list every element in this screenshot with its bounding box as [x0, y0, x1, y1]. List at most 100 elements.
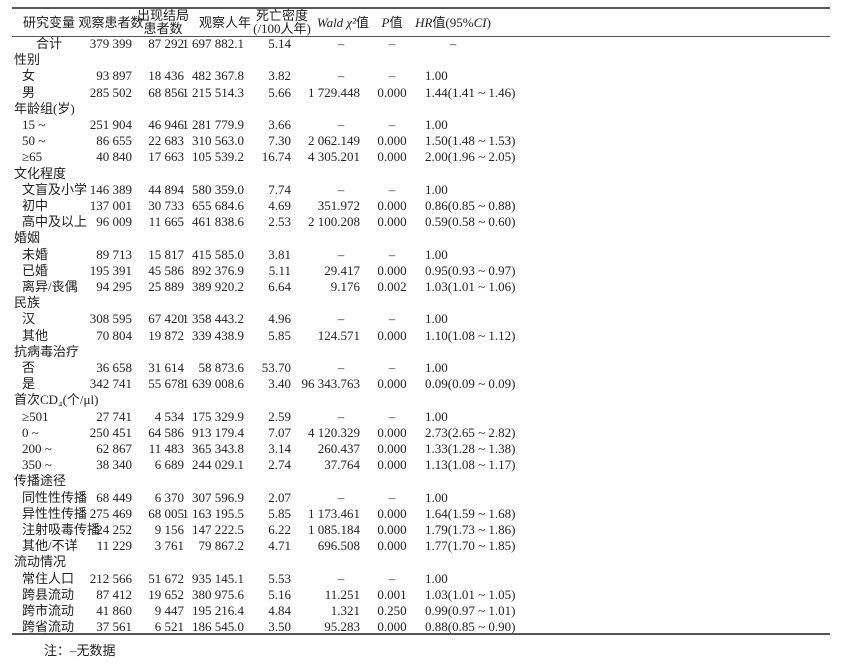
cell-outcome: 11 665 — [148, 214, 184, 230]
cell-hr-ci: 1.50(1.48 ~ 1.53) — [425, 133, 516, 149]
cell-p-value: 0.000 — [377, 133, 407, 149]
cell-outcome: 9 156 — [154, 522, 184, 537]
cell-person-years: 1 639 008.6 — [182, 376, 244, 392]
cell-hr-ci: 0.88(0.85 ~ 0.90) — [425, 619, 516, 635]
cell-patients: 195 391 — [89, 262, 132, 278]
row-label: 离异/丧偶 — [22, 279, 78, 294]
table-row: 异性性传播 275 469 68 005 1 163 195.5 5.85 1 173.4… — [0, 506, 863, 522]
cell-patients: 68 449 — [96, 489, 132, 505]
cell-wald-chi2: 124.571 — [317, 327, 360, 343]
cell-mortality: 5.11 — [268, 262, 291, 278]
cell-outcome: 3 761 — [154, 538, 184, 554]
group-row: 文化程度 — [0, 166, 863, 182]
cell-patients: 275 469 — [89, 505, 132, 521]
cell-p-value: 0.000 — [377, 198, 407, 213]
cell-p-value: 0.000 — [377, 149, 407, 165]
table-row: 已婚 195 391 45 586 892 376.9 5.11 29.417 0.000 0… — [0, 263, 863, 279]
cell-person-years: 244 029.1 — [192, 457, 244, 473]
cell-hr-ci: 1.00 — [425, 360, 448, 375]
cell-mortality: 7.30 — [268, 133, 291, 149]
header-mortality-line2: (/100人年) — [253, 21, 311, 36]
cell-wald-chi2: 696.508 — [317, 538, 360, 554]
cell-p-value: 0.001 — [377, 586, 407, 602]
row-label: 200 ~ — [22, 441, 52, 456]
row-label: ≥65 — [22, 149, 43, 165]
cell-p-value: 0.000 — [377, 522, 407, 537]
cell-person-years: 310 563.0 — [192, 133, 244, 149]
table-row: 未婚 89 713 15 817 415 585.0 3.81 – – 1.00 — [0, 247, 863, 263]
table-row: 离异/丧偶 94 295 25 889 389 920.2 6.64 9.176 0.002… — [0, 279, 863, 295]
row-label: 男 — [22, 84, 36, 100]
row-label: 已婚 — [22, 262, 49, 278]
cell-person-years: 892 376.9 — [192, 262, 244, 278]
cell-outcome: 6 521 — [154, 619, 184, 635]
group-row: 性别 — [0, 52, 863, 68]
cell-p-value: 0.000 — [377, 327, 407, 343]
cell-p-value: 0.250 — [377, 603, 407, 618]
cell-wald-chi2: 1 729.448 — [308, 84, 360, 100]
top-rule — [12, 7, 830, 9]
cell-outcome: 18 436 — [148, 68, 184, 84]
cell-outcome: 87 292 — [148, 36, 184, 51]
cell-wald-chi2: 1 173.461 — [308, 505, 360, 521]
header-p-suffix: 值 — [389, 15, 403, 30]
header-mortality: 死亡密度 (/100人年) — [253, 9, 311, 35]
cell-wald-chi2: – — [337, 246, 345, 262]
cell-p-value: – — [388, 489, 396, 505]
cell-wald-chi2: – — [337, 181, 345, 197]
cell-mortality: 5.85 — [268, 327, 291, 343]
cell-mortality: 4.96 — [268, 311, 291, 327]
cell-person-years: 147 222.5 — [192, 522, 244, 537]
table-row: 高中及以上 96 009 11 665 461 838.6 2.53 2 100.208 0… — [0, 214, 863, 230]
cell-p-value: 0.002 — [377, 279, 407, 294]
cell-mortality: 3.66 — [268, 117, 291, 132]
cell-wald-chi2: – — [337, 68, 345, 84]
cell-p-value: – — [388, 117, 396, 132]
cell-mortality: 3.40 — [268, 376, 291, 392]
cell-wald-chi2: 96 343.763 — [301, 376, 361, 392]
cell-patients: 36 658 — [96, 360, 132, 375]
table-row: 跨省流动 37 561 6 521 186 545.0 3.50 95.283 0.000 0… — [0, 619, 863, 635]
cell-p-value: 0.000 — [377, 376, 407, 392]
cell-mortality: 4.71 — [268, 538, 291, 554]
cell-hr-ci: 1.64(1.59 ~ 1.68) — [425, 505, 516, 521]
cell-hr-ci: 1.00 — [425, 489, 448, 505]
cell-patients: 37 561 — [96, 619, 132, 635]
cell-hr-ci: 1.33(1.28 ~ 1.38) — [425, 441, 516, 456]
row-label: 婚姻 — [14, 230, 41, 246]
cell-wald-chi2: 4 305.201 — [308, 149, 360, 165]
cell-outcome: 44 894 — [148, 181, 184, 197]
cell-person-years: 415 585.0 — [192, 246, 244, 262]
row-label: 首次CD₄(个/μl) — [14, 392, 99, 408]
table-row: ≥501 27 741 4 534 175 329.9 2.59 – – 1.00 — [0, 409, 863, 425]
cell-outcome: 55 678 — [148, 376, 184, 392]
table-row: 汉 308 595 67 420 1 358 443.2 4.96 – – 1.00 — [0, 311, 863, 327]
cell-wald-chi2: – — [337, 117, 345, 132]
cell-person-years: 580 359.0 — [192, 181, 244, 197]
cell-hr-ci: – — [449, 36, 457, 51]
cell-mortality: 6.22 — [268, 522, 291, 537]
header-mortality-line1: 死亡密度 — [255, 8, 308, 23]
cell-wald-chi2: – — [337, 360, 345, 375]
cell-p-value: 0.000 — [377, 505, 407, 521]
cell-patients: 137 001 — [89, 198, 132, 213]
cell-hr-ci: 0.99(0.97 ~ 1.01) — [425, 603, 516, 618]
table-row: 其他 70 804 19 872 339 438.9 5.85 124.571 0.000 1… — [0, 328, 863, 344]
group-row: 抗病毒治疗 — [0, 344, 863, 360]
table-row: 跨市流动 41 860 9 447 195 216.4 4.84 1.321 0.250 0.… — [0, 603, 863, 619]
header-hr-ci: CI — [473, 15, 487, 30]
table-row: 文盲及小学 146 389 44 894 580 359.0 7.74 – – 1.00 — [0, 182, 863, 198]
row-label: 女 — [22, 68, 36, 84]
cell-outcome: 30 733 — [148, 198, 184, 213]
table-row: 15 ~ 251 904 46 946 1 281 779.9 3.66 – – 1.00 — [0, 117, 863, 133]
cell-wald-chi2: 9.176 — [330, 279, 360, 294]
cell-hr-ci: 1.00 — [425, 117, 448, 132]
cell-outcome: 17 663 — [148, 149, 184, 165]
cell-hr-ci: 1.77(1.70 ~ 1.85) — [425, 538, 516, 554]
cell-outcome: 51 672 — [148, 570, 184, 586]
cell-patients: 24 252 — [96, 522, 132, 537]
cell-wald-chi2: 29.417 — [324, 262, 360, 278]
cell-wald-chi2: 351.972 — [317, 198, 360, 213]
row-label: 15 ~ — [22, 117, 46, 132]
cell-p-value: 0.000 — [377, 424, 407, 440]
